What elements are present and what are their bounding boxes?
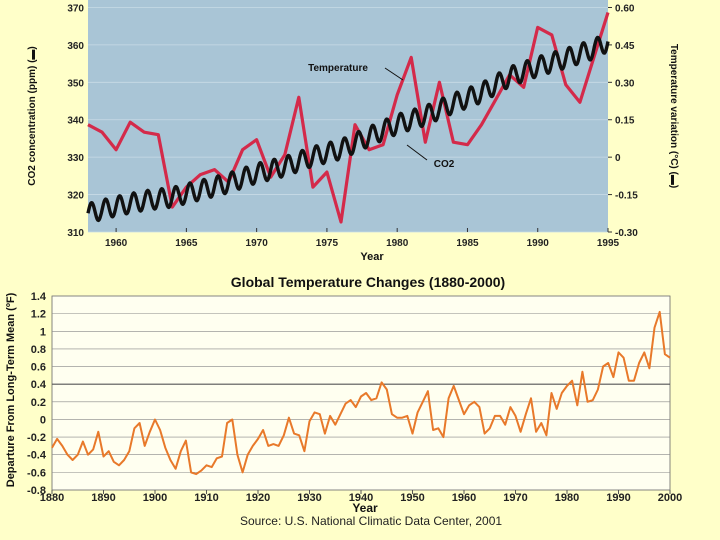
global-x-tick-label: 1950 [400,492,424,504]
co2-x-tick-label: 1985 [456,238,479,249]
global-y-tick-label: 0.6 [31,362,46,374]
global-x-tick-label: 1930 [297,492,321,504]
global-x-tick-label: 1900 [143,492,167,504]
global-y-tick-label: 0 [40,414,46,426]
temperature-y2-tick-label: 0.60 [615,3,635,14]
global-y-tick-label: 1 [40,326,46,338]
co2-y-tick-label: 360 [67,41,84,52]
co2-y-tick-label: 320 [67,191,84,202]
temperature-y2-tick-label: 0.30 [615,78,635,89]
global-y-tick-label: -0.6 [27,467,46,479]
global-y-tick-label: 1.4 [31,291,47,303]
temperature-annotation-pointer [384,67,404,81]
global-x-tick-label: 1890 [91,492,115,504]
global-y-tick-label: 0.4 [31,379,47,391]
global-x-tick-label: 1920 [246,492,270,504]
temperature-y2-tick-label: 0.15 [615,116,635,127]
co2-y-tick-label: 330 [67,153,84,164]
global-x-tick-label: 1910 [194,492,218,504]
co2-x-tick-label: 1995 [597,238,620,249]
temperature-y2-tick-label: -0.15 [615,191,638,202]
co2-series-line [86,35,610,223]
global-y-tick-label: 0.2 [31,397,46,409]
global-x-tick-label: 1960 [452,492,476,504]
co2-x-axis-label: Year [360,251,384,263]
co2-x-tick-label: 1960 [105,238,128,249]
global-x-tick-label: 2000 [658,492,682,504]
global-x-tick-label: 1880 [40,492,64,504]
co2-gridlines [88,6,612,233]
co2-x-tick-label: 1965 [175,238,198,249]
co2-y-tick-label: 340 [67,116,84,127]
global-x-tick-label: 1980 [555,492,579,504]
global-x-axis-label: Year [352,501,378,515]
global-y-tick-label: -0.4 [27,450,47,462]
temperature-y2-axis-label: Temperature variation (°C) (▬) [668,44,679,188]
co2-y-tick-label: 370 [67,3,84,14]
global-temperature-chart: Global Temperature Changes (1880-2000) 1… [5,274,682,528]
global-plot-frame [51,295,671,491]
global-y-axis-label: Departure From Long-Term Mean (ºF) [5,292,17,487]
co2-tick-labels: 310 320 330 340 350 360 370 -0.30 -0.15 0 0.15 0.30… [67,3,638,249]
global-tick-labels: 1.4 1.2 1 0.8 0.6 0.4 0.2 0 -0.2 -0.4 -0.6 -0.81880… [27,291,682,504]
global-gridlines [51,295,671,494]
co2-y-axis-label: CO2 concentration (ppm) (▬) [27,46,38,185]
data-source-note: Source: U.S. National Climatic Data Cent… [240,514,502,528]
co2-annotation-pointer [406,144,428,161]
co2-temperature-chart: 310 320 330 340 350 360 370 -0.30 -0.15 0 0.15 0.30… [27,0,679,263]
global-x-tick-label: 1940 [349,492,373,504]
temperature-y2-tick-label: 0.45 [615,41,635,52]
global-y-tick-label: -0.2 [27,432,46,444]
global-series-group [51,310,671,476]
global-temperature-series-line [51,310,671,476]
temperature-annotation: Temperature [308,63,368,74]
co2-annotation: CO2 [434,159,455,170]
co2-x-tick-label: 1970 [246,238,269,249]
global-x-tick-label: 1970 [503,492,527,504]
co2-x-tick-label: 1990 [527,238,550,249]
temperature-y2-tick-label: 0 [615,153,621,164]
global-y-tick-label: 1.2 [31,309,46,321]
co2-series-group [86,12,610,224]
temperature-y2-tick-label: -0.30 [615,228,638,239]
global-y-tick-label: -0.8 [27,485,46,497]
global-y-tick-label: 0.8 [31,344,46,356]
co2-y-tick-label: 310 [67,228,84,239]
co2-x-tick-label: 1980 [386,238,409,249]
temperature-series-line [87,12,610,224]
co2-x-tick-label: 1975 [316,238,339,249]
global-x-tick-label: 1990 [606,492,630,504]
co2-y-tick-label: 350 [67,78,84,89]
global-chart-title: Global Temperature Changes (1880-2000) [231,274,505,290]
